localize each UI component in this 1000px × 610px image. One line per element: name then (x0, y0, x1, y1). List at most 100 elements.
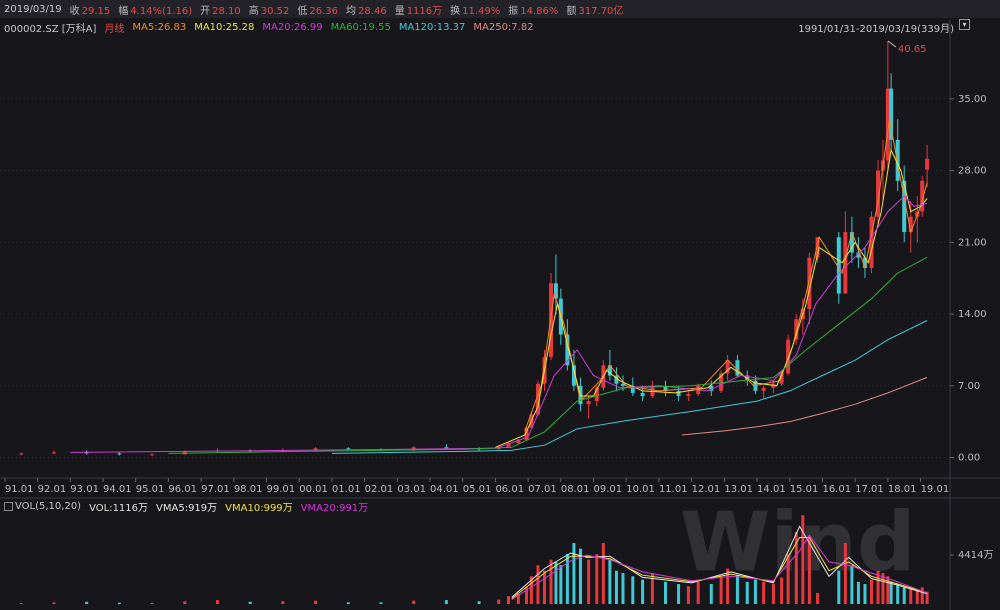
volume-bar (314, 600, 318, 604)
candle-body (663, 385, 668, 391)
range-button[interactable]: ▾ (959, 19, 970, 30)
x-tick-label: 15.01 (790, 484, 819, 495)
volume-bar (554, 561, 558, 604)
volume-bar (709, 584, 713, 604)
y-tick-label: 14.00 (958, 309, 987, 320)
x-tick-label: 17.01 (855, 484, 884, 495)
vma-line (511, 525, 928, 598)
y-tick-label: 7.00 (958, 381, 980, 392)
volume-bar (52, 602, 56, 604)
volume-bar (920, 587, 924, 604)
security: 000002.SZ [万科A] (4, 24, 97, 35)
candle-body (535, 383, 540, 415)
candle-body (735, 360, 740, 376)
quote-field: 换 11.49% (450, 2, 500, 17)
candle-body (815, 237, 820, 258)
candle-body (640, 392, 645, 397)
x-tick-label: 14.01 (757, 484, 786, 495)
x-tick-label: 97.01 (201, 484, 230, 495)
volume-bar (886, 576, 890, 604)
volume-bar (215, 600, 219, 604)
volume-bar (587, 559, 591, 604)
candle-body (920, 180, 925, 212)
candle-body (117, 453, 122, 455)
volume-bar (346, 602, 350, 604)
candle-body (902, 180, 907, 233)
x-tick-label: 91.01 (5, 484, 34, 495)
candle-body (313, 448, 318, 451)
candle-body (565, 334, 570, 366)
x-tick-label: 18.01 (888, 484, 917, 495)
price-legend: 000002.SZ [万科A] 月线 MA5:26.83 MA10:25.28 MA… (4, 20, 534, 35)
date-range: 1991/01/31-2019/03/19(339月) (798, 20, 954, 35)
volume-bar (621, 572, 625, 604)
volume-bar (677, 584, 681, 604)
x-tick-label: 93.01 (70, 484, 99, 495)
candle-body (607, 365, 612, 376)
x-tick-label: 10.01 (626, 484, 655, 495)
candle-body (506, 443, 511, 448)
field-label: 量 (394, 6, 405, 17)
candle-body (150, 454, 155, 456)
ma-line (524, 119, 928, 432)
candle-body (19, 453, 24, 455)
volume-bar (412, 600, 416, 604)
y-tick-label: 4414万 (958, 550, 993, 561)
legend-item: MA10:25.28 (194, 22, 255, 33)
volume-bar (735, 575, 739, 604)
candles (19, 40, 930, 456)
x-tick-label: 12.01 (692, 484, 721, 495)
candle-body (686, 393, 691, 397)
candle-body (709, 385, 714, 391)
field-value: 30.52 (260, 6, 290, 17)
candle-body (807, 257, 812, 309)
volume-bar (753, 579, 757, 604)
volume-legend: VOL(5,10,20) VOL:1116万 VMA5:919万 VMA10:99… (4, 499, 368, 514)
field-value: 26.36 (309, 6, 339, 17)
x-tick-label: 16.01 (822, 484, 851, 495)
quote-header: 2019/03/19 收 29.15 幅 4.14%(1.16) 开 28.10 高 30.5… (4, 2, 623, 17)
quote-field: 振 14.86% (508, 2, 558, 17)
volume-bar (559, 565, 563, 604)
candle-body (843, 232, 848, 294)
x-tick-label: 11.01 (659, 484, 688, 495)
candle-body (725, 360, 730, 374)
x-tick-label: 00.01 (299, 484, 328, 495)
volume-bar (507, 596, 511, 604)
field-label: 额 (566, 6, 577, 17)
volume-bar (608, 559, 612, 604)
field-label: 换 (450, 6, 461, 17)
candle-body (761, 387, 766, 391)
volume-bar (807, 537, 811, 604)
legend-item: MA60:19.55 (330, 22, 391, 33)
volume-bar (837, 570, 841, 604)
candle-body (444, 447, 449, 449)
volume-value: VOL:1116万 (89, 503, 149, 514)
volume-bar (896, 584, 900, 604)
range-text[interactable]: 1991/01/31-2019/03/19(339月) (798, 24, 954, 35)
settings-icon[interactable] (4, 502, 13, 511)
x-tick-label: 92.01 (38, 484, 67, 495)
candle-body (779, 373, 784, 384)
volume-bar (915, 589, 919, 604)
volume-bar (595, 554, 599, 604)
field-label: 幅 (118, 6, 129, 17)
field-label: 低 (297, 6, 308, 17)
candle-body (620, 383, 625, 386)
field-value: 1116万 (406, 6, 443, 17)
dropdown-icon[interactable]: ▾ (959, 19, 970, 30)
candle-body (571, 365, 576, 386)
candle-body (786, 339, 791, 374)
ma-line (495, 148, 928, 448)
volume-bar (248, 601, 252, 604)
quote-field: 收 29.15 (70, 2, 111, 17)
candle-body (885, 88, 890, 161)
quote-field: 均 28.46 (346, 2, 387, 17)
volume-bar (794, 531, 798, 604)
volume-bar (870, 579, 874, 604)
volume-bar (650, 572, 654, 604)
x-tick-label: 99.01 (267, 484, 296, 495)
volume-bar (525, 587, 529, 604)
x-tick-label: 04.01 (430, 484, 459, 495)
